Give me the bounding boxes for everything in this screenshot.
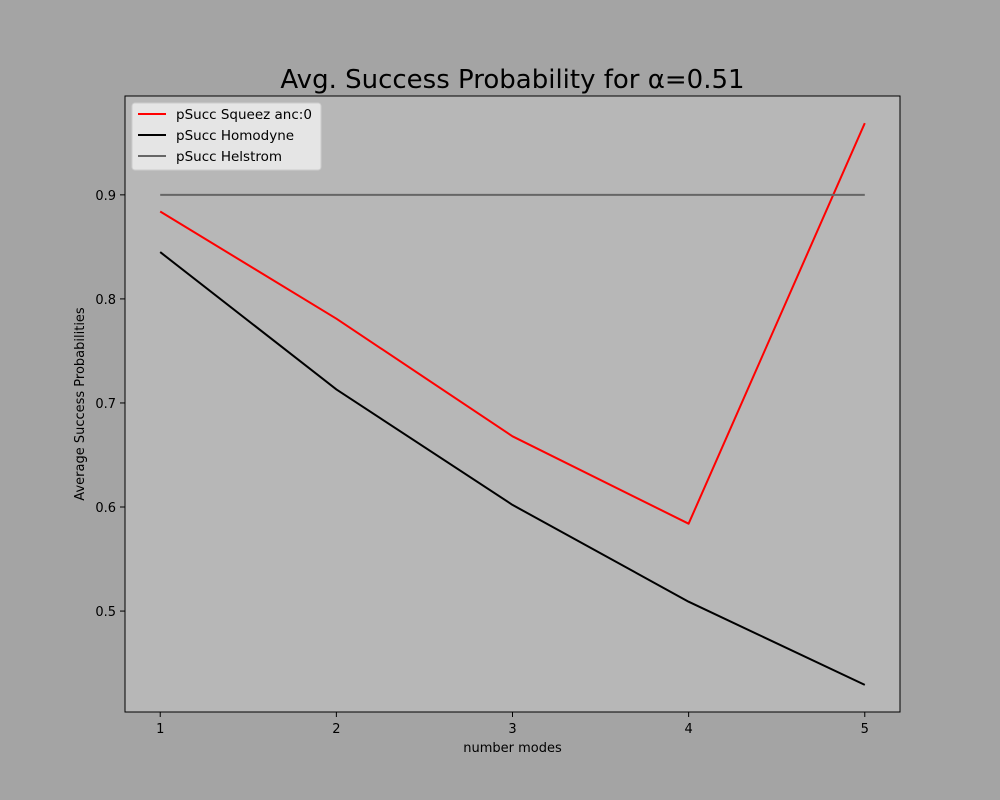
y-tick-label: 0.5 bbox=[95, 605, 116, 620]
x-tick-label: 1 bbox=[156, 722, 164, 737]
y-tick-label: 0.7 bbox=[95, 397, 116, 412]
x-tick-label: 4 bbox=[684, 722, 692, 737]
x-tick-label: 2 bbox=[332, 722, 340, 737]
y-axis-label: Average Success Probabilities bbox=[73, 307, 88, 501]
x-axis: 1 2 3 4 5 bbox=[156, 712, 869, 737]
series-line bbox=[159, 251, 866, 686]
plot-area bbox=[124, 95, 901, 713]
y-tick-label: 0.9 bbox=[95, 189, 116, 204]
x-axis-label: number modes bbox=[463, 741, 562, 756]
x-tick-label: 5 bbox=[861, 722, 869, 737]
legend-label: pSucc Homodyne bbox=[176, 128, 294, 144]
y-tick-label: 0.6 bbox=[95, 501, 116, 516]
legend-box bbox=[131, 102, 322, 171]
legend-label: pSucc Squeez anc:0 bbox=[176, 107, 312, 123]
chart-title: Avg. Success Probability for α=0.51 bbox=[280, 65, 744, 95]
series-lines bbox=[159, 122, 866, 686]
y-tick-label: 0.8 bbox=[95, 293, 116, 308]
legend-label: pSucc Helstrom bbox=[176, 149, 282, 165]
x-tick-label: 3 bbox=[508, 722, 516, 737]
series-line bbox=[159, 122, 866, 525]
y-axis: 0.5 0.6 0.7 0.8 0.9 bbox=[95, 189, 125, 620]
legend: pSucc Squeez anc:0 pSucc Homodyne pSucc He… bbox=[131, 102, 322, 171]
